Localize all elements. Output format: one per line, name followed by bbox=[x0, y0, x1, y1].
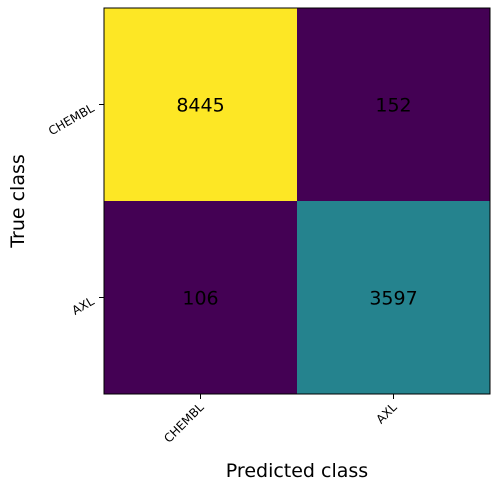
cell-value-label-0-0: 8445 bbox=[176, 95, 224, 117]
cell-value-label-0-1: 152 bbox=[375, 95, 411, 117]
cell-value-label-1-0: 106 bbox=[182, 288, 218, 310]
y-ticks-layer: CHEMBL AXL bbox=[46, 101, 104, 318]
y-tick-label: CHEMBL bbox=[46, 101, 97, 138]
x-axis-label: Predicted class bbox=[226, 460, 368, 482]
x-ticks-layer: CHEMBL AXL bbox=[161, 394, 400, 446]
y-tick-label: AXL bbox=[69, 294, 96, 318]
cells-layer bbox=[104, 8, 490, 394]
cell-value-label-1-1: 3597 bbox=[369, 288, 417, 310]
x-tick-label: AXL bbox=[373, 400, 399, 426]
x-tick-label: CHEMBL bbox=[161, 400, 207, 446]
y-axis-label: True class bbox=[7, 154, 29, 249]
